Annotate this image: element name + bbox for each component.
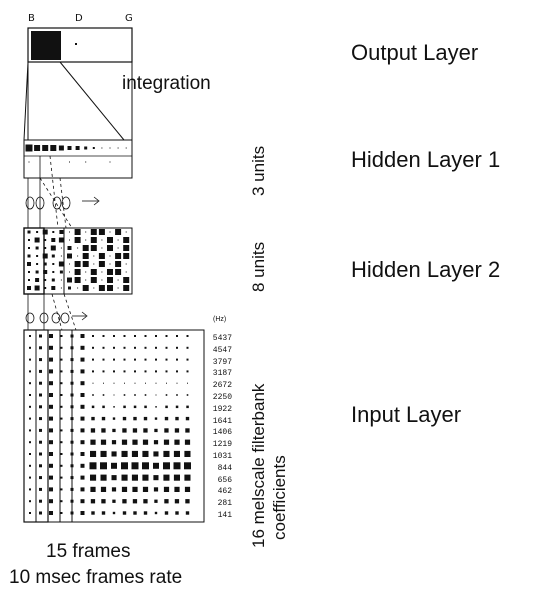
output-col-label-d: D [75,13,83,24]
frequency-label: 1922 [212,404,232,414]
output-layer-box [27,27,133,63]
frequency-label: 844 [217,463,232,473]
frequency-label: 2672 [212,381,232,391]
hidden-2-units-label: 8 units [249,241,268,292]
hidden-layer-1-grid [23,139,133,179]
frequency-label: 1219 [212,440,232,450]
caption-frames: 15 frames [46,541,131,562]
frequency-label: 1031 [212,452,232,461]
frequency-label: 462 [217,487,232,497]
output-layer-label: Output Layer [351,40,479,65]
h1-h2-connectors [25,155,100,229]
frequency-label: 3797 [212,357,232,367]
caption-frame-rate: 10 msec frames rate [9,567,183,588]
input-units-label-line1: 16 melscale filterbank [249,383,268,548]
hz-unit-label: (Hz) [213,316,227,323]
frequency-label: 656 [217,475,232,485]
hidden-layer-2-label: Hidden Layer 2 [351,257,501,282]
output-col-label-b: B [28,13,35,24]
integration-label: integration [122,73,211,94]
frequency-label: 3187 [212,369,232,379]
frequency-label: 281 [217,499,232,509]
frequency-label: 1406 [212,428,232,438]
input-units-label-line2: coefficients [270,455,289,540]
frequency-label: 5437 [212,334,232,343]
frequency-label: 4547 [212,345,232,355]
input-layer-grid [23,329,205,523]
hidden-1-units-label: 3 units [249,145,268,196]
integration-lines [23,61,133,141]
frequency-label: 1641 [212,416,232,426]
output-col-label-g: G [125,13,133,24]
hidden-layer-2-grid [23,227,133,295]
h2-input-connectors [25,293,88,331]
frequency-label: 2250 [212,393,232,402]
input-layer-label: Input Layer [351,402,462,427]
frequency-label: 141 [217,511,232,520]
hidden-layer-1-label: Hidden Layer 1 [351,147,501,172]
